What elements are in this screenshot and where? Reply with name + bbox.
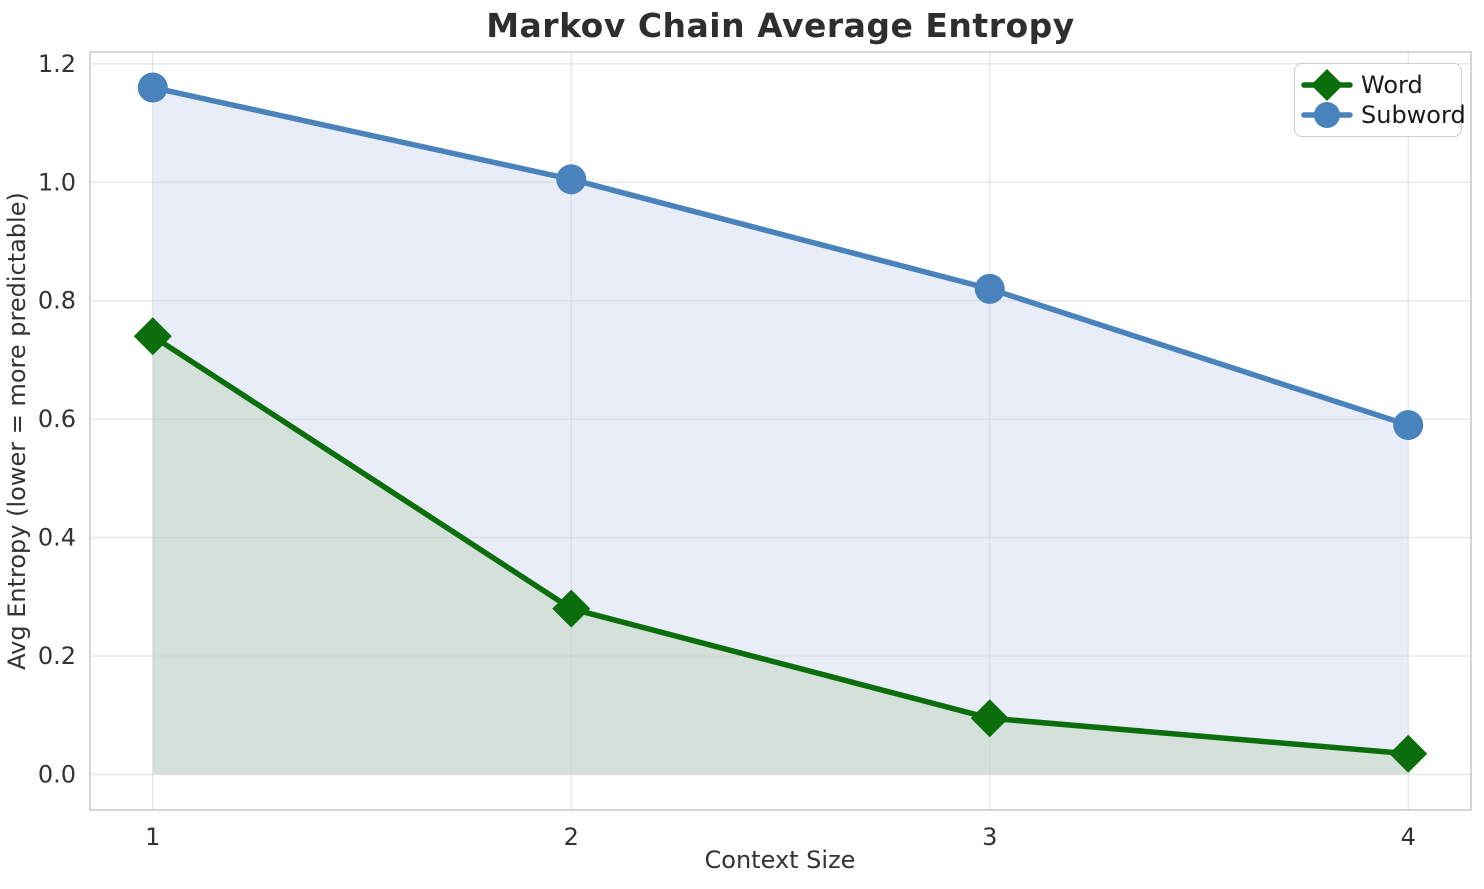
plot-border: [89, 51, 1472, 811]
legend: Word Subword: [1294, 63, 1466, 137]
chart-title: Markov Chain Average Entropy: [486, 6, 1075, 45]
subword-marker: [556, 164, 587, 195]
legend-label: Subword: [1361, 101, 1466, 129]
y-tick-label: 1.2: [38, 50, 76, 78]
y-tick-label: 0.4: [38, 524, 76, 552]
legend-item-subword: Subword: [1301, 100, 1466, 130]
legend-item-word: Word: [1301, 69, 1451, 101]
x-axis-label: Context Size: [705, 846, 856, 874]
word-fill-area: [152, 336, 1409, 775]
subword-marker: [1393, 410, 1424, 441]
word-line: [150, 333, 1411, 757]
chart-layers: 0.0 0.2 0.4 0.6 0.8 1.0 1.2 1 2 3 4: [38, 50, 1472, 851]
y-tick-label: 1.0: [38, 168, 76, 196]
subword-marker: [137, 72, 168, 103]
word-legend-marker-icon: [1301, 69, 1353, 101]
word-marker: [552, 589, 591, 628]
subword-marker: [974, 273, 1005, 304]
x-tick-label: 3: [982, 823, 997, 851]
x-tick-label: 1: [145, 823, 160, 851]
word-marker: [970, 699, 1009, 738]
x-tick-label: 2: [564, 823, 579, 851]
y-tick-label: 0.8: [38, 287, 76, 315]
subword-legend-marker-icon: [1301, 102, 1353, 128]
x-tick-label: 4: [1401, 823, 1416, 851]
y-axis-label: Avg Entropy (lower = more predictable): [3, 192, 31, 670]
word-marker: [133, 317, 172, 356]
y-tick-label: 0.6: [38, 405, 76, 433]
legend-label: Word: [1361, 71, 1423, 99]
word-marker: [1389, 734, 1428, 773]
subword-line: [150, 84, 1411, 428]
y-tick-label: 0.0: [38, 760, 76, 788]
y-tick-label: 0.2: [38, 642, 76, 670]
